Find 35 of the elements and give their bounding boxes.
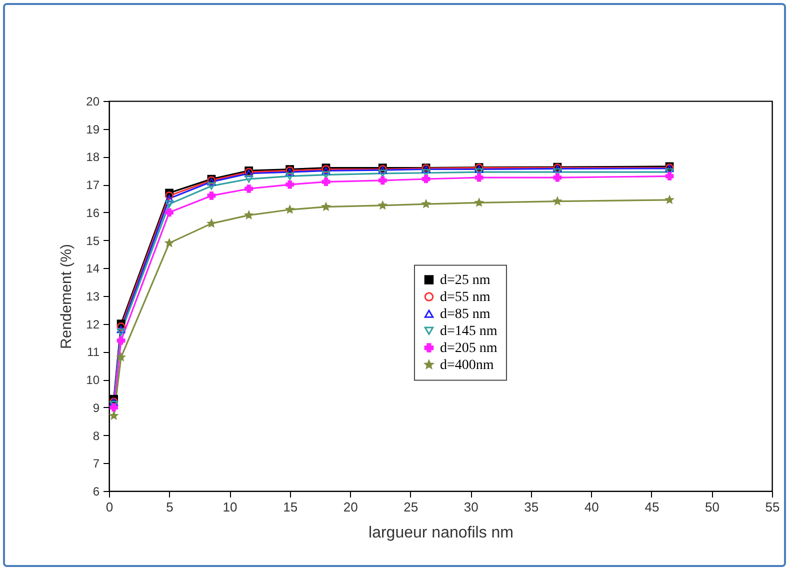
y-tick-label: 17 [86, 178, 100, 192]
x-tick-label: 45 [644, 500, 660, 514]
x-tick-label: 10 [222, 500, 238, 514]
x-tick-label: 15 [283, 500, 298, 514]
x-tick-label: 30 [464, 500, 478, 514]
legend-label: d=205 nm [440, 340, 498, 356]
y-tick-label: 8 [92, 428, 100, 443]
legend-label: d=25 nm [440, 272, 490, 288]
y-tick-label: 20 [86, 94, 100, 108]
y-tick-label: 10 [86, 373, 100, 388]
y-tick-label: 14 [86, 262, 100, 276]
y-tick-label: 9 [92, 400, 100, 415]
x-tick-label: 40 [584, 500, 599, 514]
y-tick-label: 6 [92, 484, 100, 498]
y-tick-label: 7 [92, 456, 100, 471]
x-tick-label: 35 [524, 500, 539, 514]
y-tick-label: 12 [86, 317, 100, 332]
y-tick-label: 13 [86, 290, 100, 304]
y-tick-label: 19 [86, 122, 100, 136]
x-tick-label: 55 [765, 500, 780, 514]
x-axis-title: largueur nanofils nm [368, 524, 514, 542]
legend-label: d=400nm [440, 358, 494, 373]
y-axis-title: Rendement (%) [58, 244, 76, 350]
x-tick-label: 5 [166, 500, 174, 514]
y-tick-label: 11 [87, 345, 100, 360]
y-tick-label: 16 [86, 206, 100, 220]
x-tick-label: 20 [343, 500, 358, 514]
y-tick-label: 18 [86, 150, 100, 164]
legend-label: d=145 nm [440, 324, 498, 339]
legend-label: d=55 nm [440, 290, 490, 305]
legend-label: d=85 nm [440, 306, 490, 322]
x-tick-label: 50 [704, 500, 720, 514]
x-tick-label: 25 [404, 500, 418, 514]
x-tick-label: 0 [106, 500, 114, 514]
y-tick-label: 15 [86, 234, 100, 248]
